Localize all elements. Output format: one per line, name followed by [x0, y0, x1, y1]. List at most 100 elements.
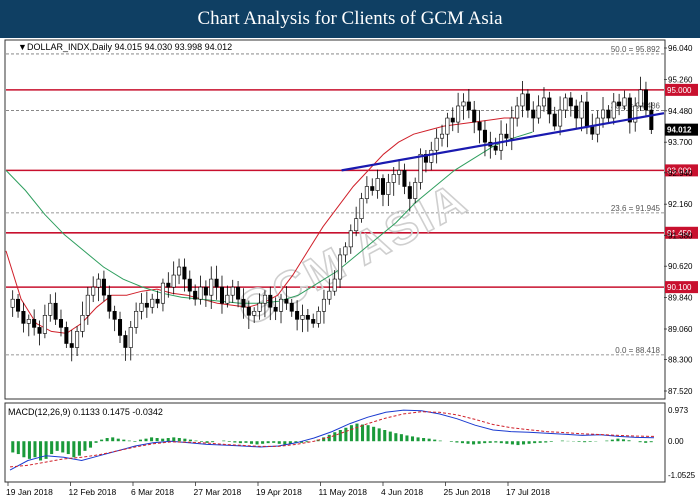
candle-up	[134, 310, 139, 328]
candle-up	[520, 93, 525, 107]
candle-up	[91, 286, 96, 296]
candle-up	[262, 294, 267, 304]
level-label: 91.450	[667, 229, 692, 238]
candle-up	[209, 278, 214, 296]
watermark-text: GCM ASIA	[229, 172, 476, 336]
y-tick-label: 89.840	[668, 294, 693, 303]
level-tag	[665, 226, 698, 239]
candle-up	[278, 298, 284, 312]
candle-down	[187, 278, 192, 292]
candle-down	[568, 97, 573, 107]
level-label: 93.000	[667, 166, 692, 175]
candle-down	[203, 286, 208, 296]
banner-title: Chart Analysis for Clients of GCM Asia	[0, 0, 700, 38]
candle-down	[574, 105, 579, 119]
candle-up	[456, 105, 461, 123]
candle-up	[397, 170, 402, 175]
candle-up	[80, 315, 85, 332]
candle-down	[101, 278, 106, 296]
watermark: GCM ASIA	[228, 171, 477, 337]
candle-down	[112, 310, 117, 320]
candlesticks	[10, 76, 654, 362]
candle-down	[305, 315, 310, 320]
candle-up	[96, 278, 101, 288]
candle-up	[139, 302, 144, 312]
candle-up	[515, 105, 520, 119]
x-tick-label: 6 Mar 2018	[131, 487, 174, 497]
macd-signal-line	[9, 411, 655, 468]
candle-down	[493, 145, 498, 151]
fib-label: 50.0 = 95.892	[611, 45, 661, 54]
y-tick-label: 89.060	[668, 325, 693, 334]
candle-up	[332, 278, 337, 292]
candle-down	[466, 101, 471, 111]
level-tag	[665, 83, 698, 96]
candle-up	[75, 331, 80, 348]
candle-down	[123, 335, 128, 348]
price-chart: 50.0 = 95.89238.2 = 94.48623.6 = 91.9450…	[4, 39, 698, 497]
candle-up	[225, 294, 230, 304]
candle-up	[128, 327, 133, 348]
main-plot-frame	[4, 39, 666, 400]
candle-up	[160, 282, 165, 304]
candle-down	[525, 93, 530, 111]
x-tick-label: 4 Jun 2018	[381, 487, 423, 497]
candle-up	[563, 97, 568, 111]
candle-down	[590, 125, 595, 135]
candle-down	[472, 109, 477, 123]
candle-up	[418, 153, 423, 183]
candle-up	[327, 290, 332, 300]
candle-down	[16, 298, 21, 312]
candle-down	[214, 278, 219, 288]
candle-up	[434, 137, 439, 151]
x-tick-label: 11 May 2018	[319, 487, 368, 497]
candle-down	[155, 298, 160, 304]
candle-down	[649, 109, 654, 130]
x-tick-label: 25 Jun 2018	[444, 487, 491, 497]
candle-up	[375, 178, 380, 191]
candle-up	[354, 218, 359, 232]
candle-up	[257, 302, 262, 312]
level-label: 95.000	[667, 86, 692, 95]
candle-down	[107, 294, 112, 312]
candle-up	[579, 101, 584, 119]
candle-up	[177, 266, 182, 276]
trendline	[341, 112, 665, 172]
candle-down	[166, 282, 171, 288]
candle-down	[606, 109, 611, 119]
y-tick-label: 95.260	[668, 75, 693, 84]
candle-up	[445, 117, 450, 135]
y-tick-label: 96.040	[668, 44, 693, 53]
candle-down	[407, 186, 412, 199]
candle-down	[311, 319, 316, 324]
candle-up	[300, 315, 305, 320]
candle-up	[359, 198, 364, 219]
candle-up	[343, 246, 348, 256]
y-tick-label: 93.700	[668, 138, 693, 147]
candle-up	[386, 182, 391, 195]
candle-down	[482, 129, 487, 143]
candle-up	[558, 109, 563, 127]
level-tag	[665, 281, 698, 294]
candle-down	[37, 327, 42, 334]
fib-label: 0.0 = 88.418	[615, 346, 660, 355]
candle-down	[69, 343, 74, 348]
macd-plot-frame	[4, 402, 666, 483]
x-tick-label: 12 Feb 2018	[69, 487, 117, 497]
fib-label: 23.6 = 91.945	[611, 204, 661, 213]
candle-down	[552, 113, 557, 127]
uptrend-line	[341, 112, 665, 172]
candle-up	[316, 310, 321, 324]
candle-down	[617, 101, 622, 107]
candle-down	[370, 186, 375, 191]
y-tick-label: 91.380	[668, 232, 693, 241]
candle-up	[429, 149, 434, 163]
candle-up	[413, 182, 418, 199]
candle-up	[461, 101, 466, 107]
candle-up	[150, 298, 155, 308]
x-tick-label: 19 Jan 2018	[6, 487, 53, 497]
candle-down	[219, 286, 225, 304]
candle-down	[402, 170, 407, 187]
candle-up	[42, 315, 47, 334]
candle-down	[504, 133, 509, 139]
